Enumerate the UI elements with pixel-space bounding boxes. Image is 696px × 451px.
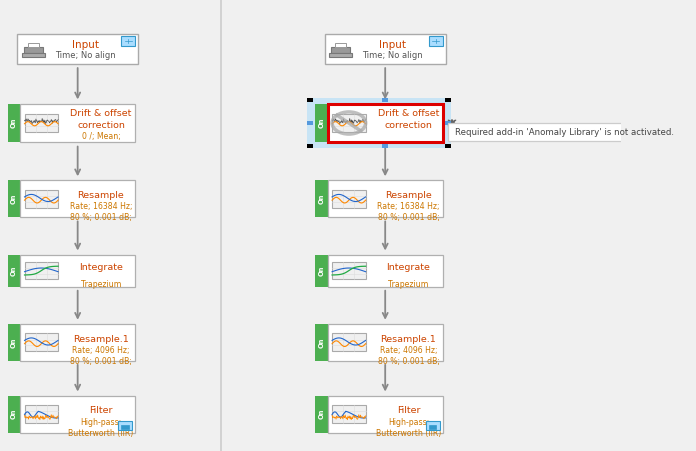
FancyBboxPatch shape	[331, 47, 350, 53]
Text: Time; No align: Time; No align	[55, 51, 116, 60]
Text: Resample: Resample	[77, 191, 125, 200]
FancyBboxPatch shape	[315, 396, 328, 433]
FancyBboxPatch shape	[8, 104, 20, 143]
FancyBboxPatch shape	[20, 396, 135, 433]
Text: Rate; 16384 Hz;
80 %; 0.001 dB;: Rate; 16384 Hz; 80 %; 0.001 dB;	[70, 202, 132, 222]
FancyBboxPatch shape	[328, 396, 443, 433]
FancyBboxPatch shape	[20, 324, 135, 361]
Text: Time; No align: Time; No align	[363, 51, 423, 60]
Text: High-pass;
Butterworth (IIR): High-pass; Butterworth (IIR)	[376, 418, 441, 437]
Text: Rate; 4096 Hz;
80 %; 0.001 dB;: Rate; 4096 Hz; 80 %; 0.001 dB;	[70, 346, 132, 366]
FancyBboxPatch shape	[429, 425, 436, 428]
FancyBboxPatch shape	[315, 255, 328, 286]
Text: High-pass;
Butterworth (IIR): High-pass; Butterworth (IIR)	[68, 418, 134, 437]
Text: On: On	[319, 118, 324, 128]
FancyBboxPatch shape	[332, 262, 365, 280]
FancyBboxPatch shape	[448, 123, 667, 142]
FancyBboxPatch shape	[20, 104, 135, 143]
FancyBboxPatch shape	[315, 180, 328, 217]
FancyBboxPatch shape	[8, 255, 20, 286]
Text: Integrate: Integrate	[386, 263, 430, 272]
FancyBboxPatch shape	[118, 421, 132, 430]
FancyBboxPatch shape	[328, 324, 443, 361]
Text: Trapezium: Trapezium	[81, 280, 121, 289]
FancyBboxPatch shape	[332, 190, 365, 208]
FancyBboxPatch shape	[22, 53, 45, 56]
Text: On: On	[319, 193, 324, 204]
Text: Resample.1: Resample.1	[381, 335, 436, 344]
Text: Input: Input	[72, 40, 99, 50]
FancyBboxPatch shape	[445, 98, 451, 102]
FancyBboxPatch shape	[324, 34, 445, 64]
FancyBboxPatch shape	[24, 262, 58, 280]
Text: Rate; 16384 Hz;
80 %; 0.001 dB;: Rate; 16384 Hz; 80 %; 0.001 dB;	[377, 202, 440, 222]
FancyBboxPatch shape	[8, 180, 20, 217]
Text: Input: Input	[379, 40, 406, 50]
FancyBboxPatch shape	[122, 37, 135, 46]
FancyBboxPatch shape	[20, 255, 135, 286]
FancyBboxPatch shape	[445, 144, 451, 148]
FancyBboxPatch shape	[24, 333, 58, 351]
Text: 0 /; Mean;: 0 /; Mean;	[81, 132, 120, 141]
FancyBboxPatch shape	[307, 121, 313, 125]
Text: On: On	[11, 118, 17, 128]
Text: Filter: Filter	[397, 406, 420, 415]
FancyBboxPatch shape	[328, 255, 443, 286]
FancyBboxPatch shape	[8, 324, 20, 361]
FancyBboxPatch shape	[382, 98, 388, 102]
Text: On: On	[11, 337, 17, 348]
Text: On: On	[11, 265, 17, 276]
Text: Resample.1: Resample.1	[73, 335, 129, 344]
FancyBboxPatch shape	[332, 114, 365, 132]
FancyBboxPatch shape	[329, 53, 352, 56]
FancyBboxPatch shape	[28, 42, 39, 47]
FancyBboxPatch shape	[17, 34, 139, 64]
FancyBboxPatch shape	[24, 114, 58, 132]
Text: Filter: Filter	[89, 406, 113, 415]
Text: On: On	[319, 409, 324, 419]
Text: On: On	[11, 409, 17, 419]
FancyBboxPatch shape	[315, 104, 328, 143]
FancyBboxPatch shape	[315, 324, 328, 361]
FancyBboxPatch shape	[307, 98, 313, 102]
FancyBboxPatch shape	[121, 425, 129, 428]
Text: Drift & offset
correction: Drift & offset correction	[378, 110, 439, 130]
Text: On: On	[319, 265, 324, 276]
Text: On: On	[11, 193, 17, 204]
FancyBboxPatch shape	[20, 180, 135, 217]
FancyBboxPatch shape	[328, 104, 443, 143]
FancyBboxPatch shape	[332, 333, 365, 351]
Text: Resample: Resample	[385, 191, 432, 200]
FancyBboxPatch shape	[307, 98, 451, 148]
FancyBboxPatch shape	[429, 37, 443, 46]
FancyBboxPatch shape	[8, 396, 20, 433]
FancyBboxPatch shape	[445, 121, 451, 125]
FancyBboxPatch shape	[24, 190, 58, 208]
FancyBboxPatch shape	[332, 405, 365, 423]
Text: Required add-in 'Anomaly Library' is not activated.: Required add-in 'Anomaly Library' is not…	[455, 128, 674, 137]
FancyBboxPatch shape	[24, 405, 58, 423]
FancyBboxPatch shape	[328, 180, 443, 217]
Text: Integrate: Integrate	[79, 263, 123, 272]
Text: Drift & offset
correction: Drift & offset correction	[70, 110, 132, 130]
FancyBboxPatch shape	[335, 42, 347, 47]
FancyBboxPatch shape	[24, 47, 43, 53]
Text: On: On	[319, 337, 324, 348]
Text: Trapezium: Trapezium	[388, 280, 429, 289]
FancyBboxPatch shape	[426, 421, 440, 430]
FancyBboxPatch shape	[382, 144, 388, 148]
Text: Rate; 4096 Hz;
80 %; 0.001 dB;: Rate; 4096 Hz; 80 %; 0.001 dB;	[377, 346, 439, 366]
FancyBboxPatch shape	[307, 144, 313, 148]
